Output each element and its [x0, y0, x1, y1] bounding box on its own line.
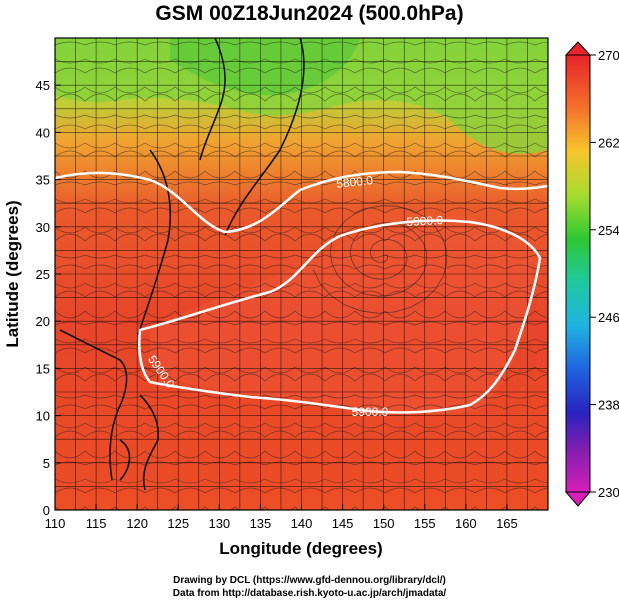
- x-tick-label: 150: [373, 516, 395, 531]
- streamline: [55, 93, 548, 102]
- colorbar: 230 238 246 254 262 270: [564, 41, 619, 507]
- y-tick-label: 25: [36, 267, 50, 282]
- x-tick-label: 110: [45, 516, 66, 531]
- colorbar-scale: [565, 54, 591, 493]
- contour-label: 5800.0: [336, 173, 374, 191]
- wind-streamlines: [55, 41, 548, 510]
- x-tick-label: 115: [86, 516, 107, 531]
- chart-title: GSM 00Z18Jun2024 (500.0hPa): [155, 2, 464, 25]
- streamline: [55, 207, 548, 214]
- cold-pool: [170, 38, 360, 96]
- x-tick-label: 130: [208, 516, 230, 531]
- colorbar-top-arrow: [564, 41, 592, 56]
- x-axis: 110 115 120 125 130 135 140 145 150 155 160 165: [45, 504, 518, 531]
- colorbar-tick-label: 230: [598, 485, 619, 500]
- streamline: [55, 41, 548, 46]
- contour-5900-line: [138, 219, 542, 414]
- x-tick-label: 155: [414, 516, 436, 531]
- colorbar-tick-label: 246: [598, 310, 619, 325]
- y-tick-label: 35: [36, 173, 50, 188]
- streamline: [55, 233, 548, 242]
- streamline: [55, 338, 548, 344]
- y-tick-label: 0: [43, 503, 50, 518]
- streamline: [55, 226, 548, 234]
- x-tick-label: 140: [291, 516, 313, 531]
- streamline: [55, 506, 541, 510]
- contour-label: 5900.0: [352, 405, 389, 419]
- x-axis-label: Longitude (degrees): [219, 539, 382, 558]
- streamline: [55, 282, 548, 289]
- streamline: [55, 394, 548, 399]
- warm-core: [150, 226, 533, 415]
- x-tick-label: 125: [167, 516, 189, 531]
- streamline: [55, 67, 548, 74]
- y-tick-label: 20: [36, 314, 50, 329]
- x-tick-label: 135: [250, 516, 272, 531]
- streamline: [55, 347, 548, 354]
- y-tick-label: 40: [36, 125, 50, 140]
- streamline: [55, 487, 548, 494]
- colorbar-tick-label: 238: [598, 398, 619, 413]
- colorbar-tick-label: 270: [598, 48, 619, 63]
- streamline: [55, 461, 548, 466]
- x-tick-label: 165: [496, 516, 518, 531]
- streamline: [55, 58, 548, 64]
- streamline: [55, 170, 548, 179]
- streamline: [55, 142, 548, 149]
- x-tick-label: 145: [332, 516, 354, 531]
- streamline: [55, 310, 548, 319]
- streamline: [55, 150, 548, 158]
- x-tick-label: 120: [126, 516, 148, 531]
- contour-label: 5900.0: [406, 213, 444, 229]
- streamline: [55, 290, 548, 298]
- streamline: [55, 450, 548, 459]
- y-tick-label: 10: [36, 409, 50, 424]
- y-tick-label: 15: [36, 361, 50, 376]
- lat-lon-grid: [55, 38, 548, 510]
- streamline: [55, 124, 548, 130]
- y-tick-label: 30: [36, 220, 50, 235]
- contour-5800-line: [55, 170, 548, 234]
- streamline: [55, 422, 548, 429]
- y-tick-label: 45: [36, 78, 50, 93]
- y-axis-label: Latitude (degrees): [3, 200, 22, 347]
- streamline: [55, 430, 548, 438]
- x-tick-label: 160: [455, 516, 477, 531]
- streamline: [55, 373, 548, 382]
- colorbar-bottom-arrow: [564, 491, 592, 507]
- y-axis: 0 5 10 15 20 25 30 35 40 45: [36, 78, 61, 518]
- streamline: [55, 114, 548, 119]
- colorbar-tick-label: 262: [598, 135, 619, 150]
- credit-data-source: Data from http://database.rish.kyoto-u.a…: [172, 588, 447, 599]
- y-tick-label: 5: [43, 456, 50, 471]
- streamline: [55, 404, 548, 410]
- colorbar-tick-label: 254: [598, 223, 619, 238]
- streamline: [55, 478, 548, 484]
- height-contours: [55, 170, 548, 414]
- streamline: [55, 86, 548, 94]
- streamline: [55, 264, 548, 270]
- credit-drawing: Drawing by DCL (https://www.gfd-dennou.o…: [173, 575, 446, 586]
